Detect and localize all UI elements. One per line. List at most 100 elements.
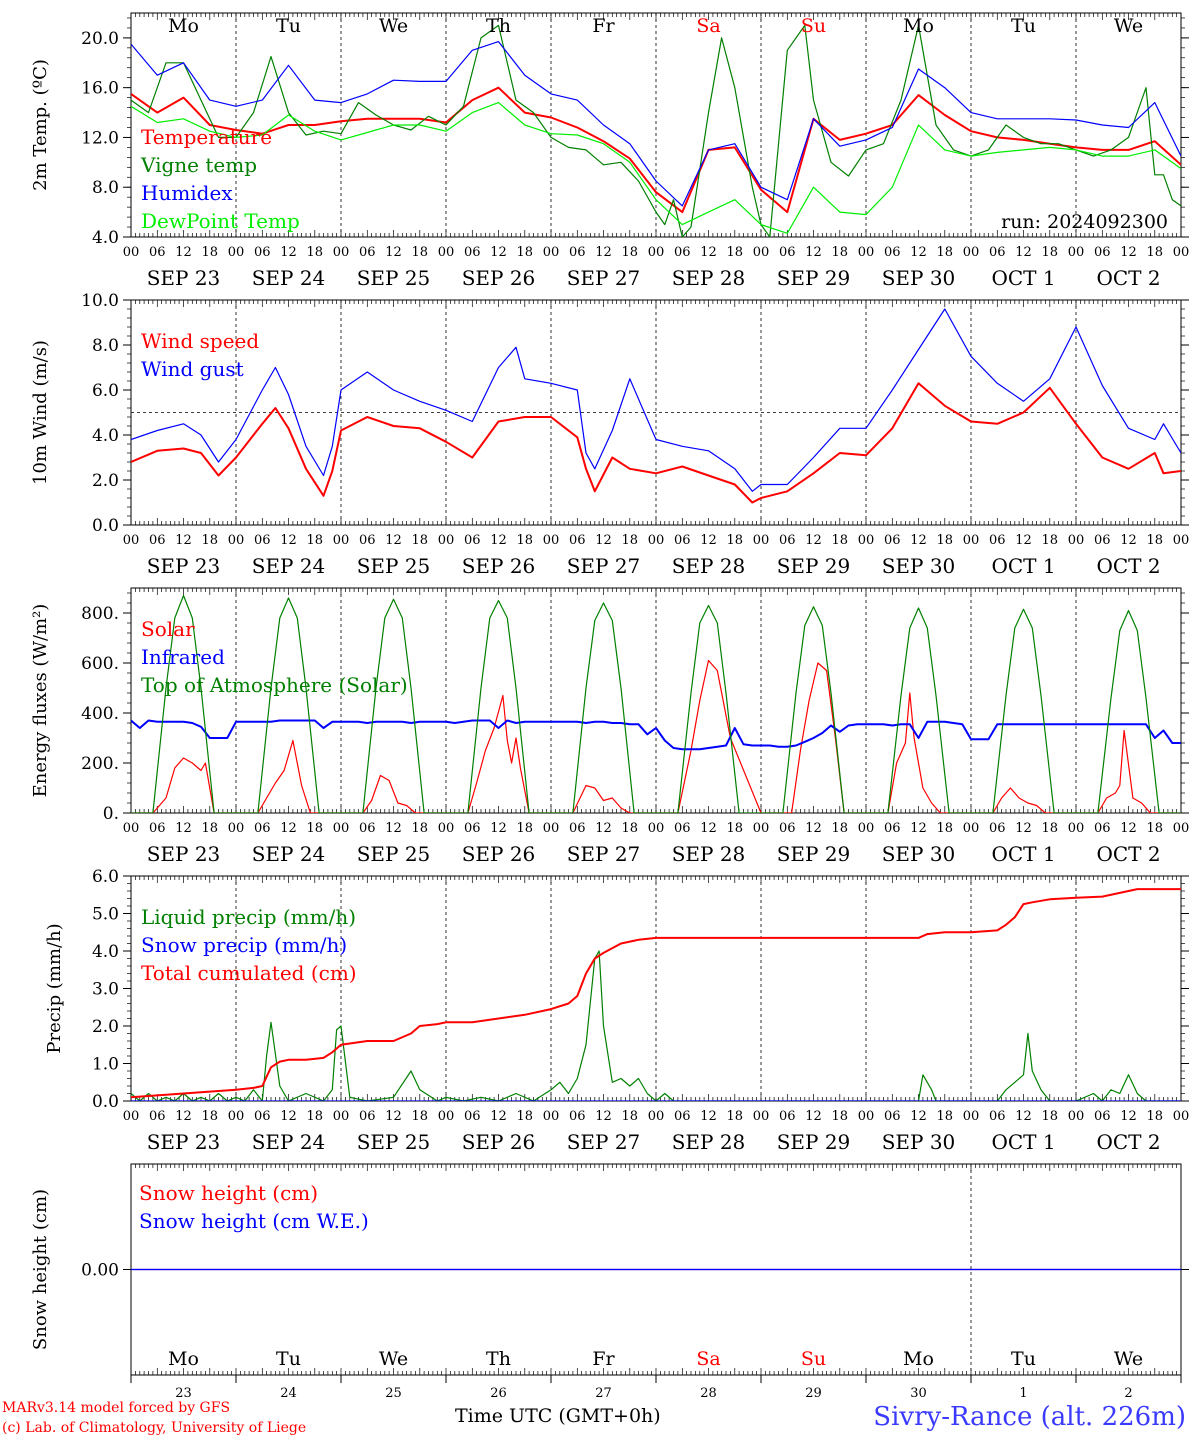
date-label: SEP 24 (252, 554, 326, 578)
hour-tick-label: 12 (1120, 245, 1137, 260)
series-line (131, 86, 1181, 214)
hour-tick-label: 00 (1068, 533, 1085, 548)
date-label: SEP 23 (147, 554, 221, 578)
hour-tick-label: 06 (779, 533, 796, 548)
y-axis-label: Snow height (cm) (30, 1189, 51, 1350)
date-label: SEP 28 (672, 266, 746, 290)
hour-tick-label: 06 (254, 821, 271, 836)
weekday-label: We (379, 15, 408, 37)
hour-tick-label: 12 (1015, 1109, 1032, 1124)
date-label: SEP 23 (147, 842, 221, 866)
date-label: SEP 25 (357, 554, 431, 578)
hour-tick-label: 00 (123, 245, 140, 260)
hour-tick-label: 00 (858, 533, 875, 548)
weekday-label: Th (486, 1348, 511, 1370)
hour-tick-label: 18 (831, 533, 848, 548)
hour-tick-label: 00 (648, 821, 665, 836)
hour-tick-label: 06 (674, 533, 691, 548)
legend-entry: Temperature (141, 125, 272, 149)
credit-line-2: (c) Lab. of Climatology, University of L… (2, 1420, 307, 1436)
date-label: SEP 26 (462, 266, 536, 290)
y-tick-label: 12.0 (81, 128, 119, 148)
day-number-label: 2 (1124, 1386, 1132, 1401)
weekday-label: Mo (903, 15, 934, 37)
weekday-label: Sa (696, 1348, 720, 1370)
hour-tick-label: 18 (1041, 533, 1058, 548)
hour-tick-label: 18 (936, 533, 953, 548)
hour-tick-label: 00 (963, 533, 980, 548)
hour-tick-label: 12 (805, 245, 822, 260)
hour-tick-label: 06 (989, 245, 1006, 260)
hour-tick-label: 06 (254, 533, 271, 548)
hour-tick-label: 18 (936, 245, 953, 260)
y-tick-label: 6.0 (92, 381, 119, 401)
series-line (131, 659, 1181, 813)
date-label: OCT 1 (991, 554, 1055, 578)
hour-tick-label: 18 (831, 821, 848, 836)
hour-tick-label: 06 (254, 245, 271, 260)
y-tick-label: 20.0 (81, 29, 119, 49)
weekday-label: Su (801, 15, 826, 37)
time-axis-label: Time UTC (GMT+0h) (455, 1405, 661, 1427)
time-ticks (130, 588, 1182, 813)
day-number-label: 27 (595, 1386, 612, 1401)
hour-tick-label: 18 (1041, 1109, 1058, 1124)
legend-entry: Snow precip (mm/h) (141, 933, 347, 957)
legend-entry: Liquid precip (mm/h) (141, 905, 356, 929)
hour-tick-label: 00 (963, 821, 980, 836)
hour-tick-label: 12 (700, 821, 717, 836)
hour-tick-label: 06 (779, 245, 796, 260)
y-axis-label: 2m Temp. (ºC) (30, 59, 51, 191)
hour-tick-label: 00 (123, 533, 140, 548)
legend-entry: Top of Atmosphere (Solar) (141, 673, 408, 697)
hour-tick-label: 18 (411, 245, 428, 260)
hour-tick-label: 12 (1120, 533, 1137, 548)
hour-tick-label: 06 (674, 821, 691, 836)
hour-tick-label: 06 (359, 533, 376, 548)
hour-tick-label: 06 (569, 245, 586, 260)
series-line (131, 24, 1181, 237)
series-line (131, 308, 1181, 492)
hour-tick-label: 00 (1173, 533, 1190, 548)
time-ticks (130, 13, 1182, 237)
hour-tick-label: 18 (411, 821, 428, 836)
hour-tick-label: 18 (1146, 1109, 1163, 1124)
legend-entry: DewPoint Temp (141, 209, 300, 233)
hour-tick-label: 06 (359, 245, 376, 260)
y-tick-label: 800. (81, 604, 119, 624)
date-label: SEP 29 (777, 554, 851, 578)
series-line (131, 888, 1181, 1099)
hour-tick-label: 00 (963, 1109, 980, 1124)
hour-tick-label: 06 (254, 1109, 271, 1124)
hour-tick-label: 06 (149, 1109, 166, 1124)
legend-entry: Wind speed (141, 329, 259, 353)
hour-tick-label: 18 (411, 1109, 428, 1124)
hour-tick-label: 00 (333, 1109, 350, 1124)
hour-tick-label: 12 (805, 821, 822, 836)
panel-1: 4.0 8.0 12.0 16.0 20.0 2m Temp. (ºC) Temperatu… (30, 12, 1189, 290)
date-label: SEP 25 (357, 842, 431, 866)
hour-tick-label: 12 (595, 1109, 612, 1124)
hour-tick-label: 18 (516, 1109, 533, 1124)
date-label: SEP 29 (777, 1130, 851, 1154)
date-label: SEP 28 (672, 842, 746, 866)
hour-tick-label: 00 (333, 821, 350, 836)
hour-tick-label: 06 (884, 245, 901, 260)
date-label: SEP 24 (252, 266, 326, 290)
date-label: SEP 23 (147, 266, 221, 290)
weekday-label: We (1114, 15, 1143, 37)
date-label: OCT 2 (1096, 266, 1160, 290)
hour-tick-label: 00 (543, 245, 560, 260)
time-ticks (130, 876, 1182, 1101)
date-label: SEP 27 (567, 842, 641, 866)
hour-tick-label: 00 (543, 1109, 560, 1124)
series-line (131, 950, 1181, 1101)
date-label: SEP 24 (252, 1130, 326, 1154)
day-number-label: 30 (910, 1386, 927, 1401)
y-tick-label: 8.0 (92, 336, 119, 356)
weekday-label: Su (801, 1348, 826, 1370)
weekday-label: We (1114, 1348, 1143, 1370)
series-line (131, 719, 1181, 751)
date-label: SEP 28 (672, 1130, 746, 1154)
